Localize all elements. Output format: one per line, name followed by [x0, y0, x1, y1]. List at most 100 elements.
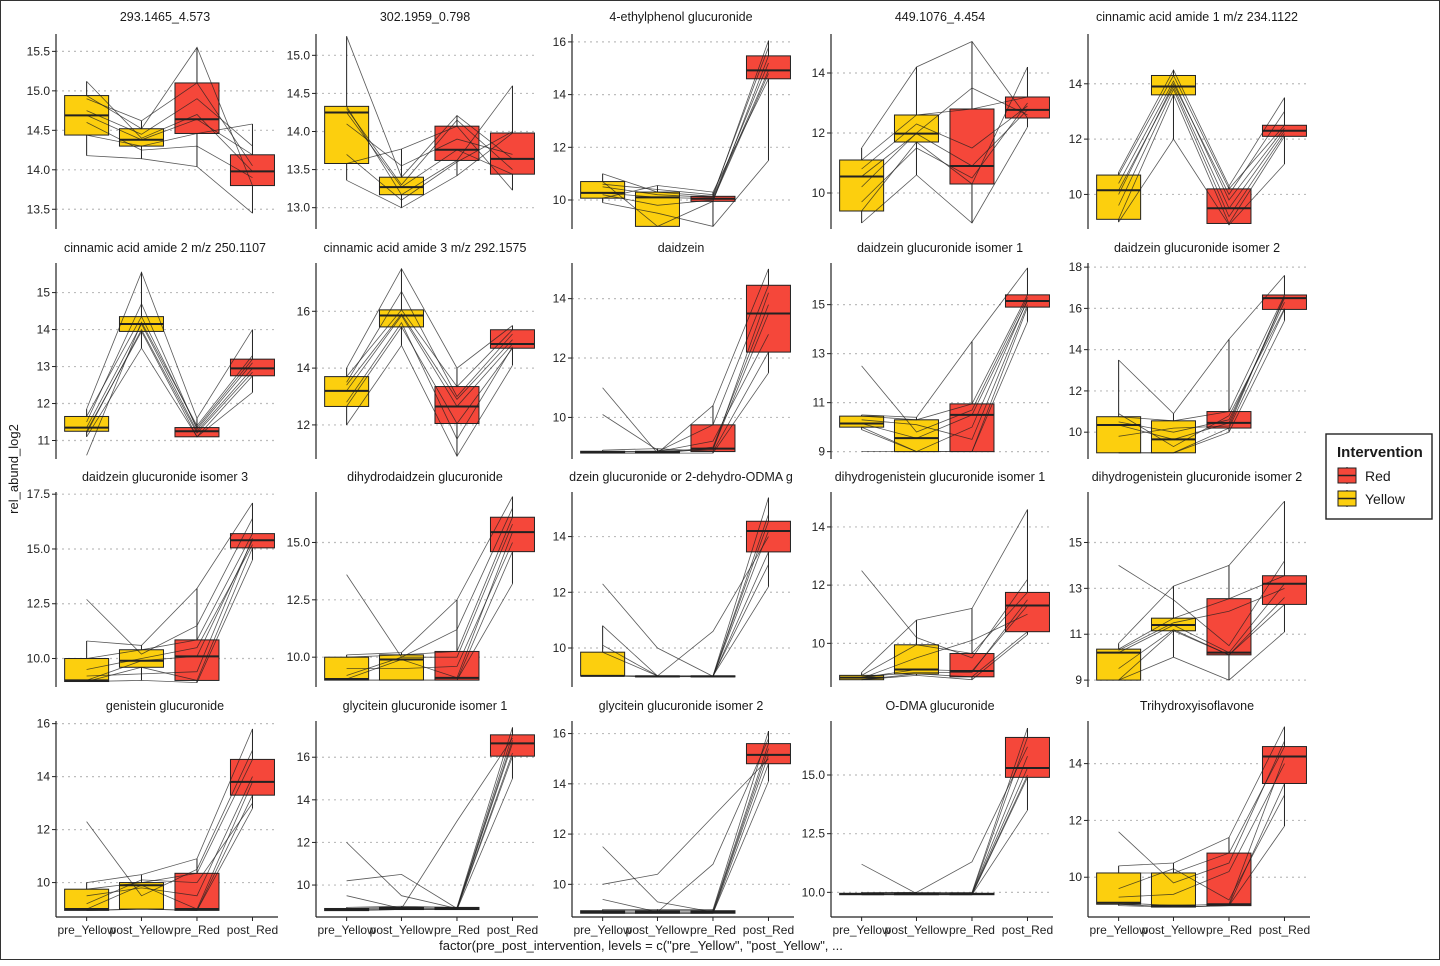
- y-tick-label: 14.5: [27, 123, 51, 137]
- subject-line: [861, 613, 1028, 679]
- facet-panel: 4-ethylphenol glucuronide 10 12 14 16: [553, 10, 794, 229]
- box: [1150, 420, 1196, 454]
- subject-line: [1118, 82, 1285, 196]
- subject-line: [1118, 597, 1285, 669]
- subject-line: [1118, 763, 1285, 898]
- y-tick-label: 13.5: [287, 163, 311, 177]
- box: [229, 154, 275, 187]
- subject-line: [346, 267, 513, 369]
- y-tick-label: 14: [553, 530, 567, 544]
- subject-line: [346, 132, 513, 209]
- subject-line: [602, 313, 769, 454]
- x-tick-label: pre_Yellow: [318, 923, 377, 937]
- y-tick-label: 15: [37, 286, 51, 300]
- facet-panel: glycitein glucuronide isomer 2 10 12 14 16 pr…: [553, 699, 795, 937]
- box: [1261, 746, 1307, 784]
- subject-line: [861, 605, 1028, 679]
- subject-line: [1118, 794, 1285, 901]
- box: [1206, 598, 1252, 656]
- subject-line: [346, 507, 513, 658]
- subject-line: [346, 326, 513, 425]
- subject-line: [86, 123, 253, 147]
- subject-line: [86, 155, 253, 214]
- y-tick-label: 13.0: [287, 201, 311, 215]
- y-tick-label: 16: [1069, 301, 1083, 315]
- subject-line: [861, 746, 1028, 894]
- x-tick-label: post_Red: [227, 923, 278, 937]
- y-tick-label: 12: [1069, 132, 1083, 146]
- x-tick-label: post_Red: [743, 923, 794, 937]
- subject-line: [86, 533, 253, 659]
- subject-line: [602, 758, 769, 885]
- y-tick-label: 10.0: [802, 885, 826, 899]
- subject-line: [86, 315, 253, 429]
- subject-line: [861, 66, 1028, 212]
- subject-line: [602, 514, 769, 677]
- subject-line: [1118, 308, 1285, 448]
- subject-line: [861, 774, 1028, 895]
- subject-line: [602, 754, 769, 913]
- subject-line: [602, 73, 769, 206]
- subject-line: [861, 509, 1028, 673]
- box: [1004, 591, 1050, 633]
- subject-line: [86, 302, 253, 431]
- facet-panel: daidzein 10 12 14: [553, 241, 794, 459]
- x-tick-label: pre_Yellow: [1090, 923, 1149, 937]
- y-tick-label: 10.0: [287, 650, 311, 664]
- subject-line: [86, 802, 253, 905]
- x-tick-label: pre_Red: [434, 923, 480, 937]
- panel-title: O-DMA glucuronide: [885, 699, 994, 713]
- subject-line: [602, 748, 769, 913]
- subject-line: [861, 267, 1028, 418]
- subject-line: [1118, 294, 1285, 422]
- x-tick-label: post_Yellow: [110, 923, 174, 937]
- subject-line: [1118, 74, 1285, 190]
- panel-title: daidzein glucuronide isomer 1: [857, 241, 1023, 255]
- subject-line: [1118, 583, 1285, 654]
- facet-panel: dihydrogenistein glucuronide isomer 2 9 11…: [1069, 470, 1310, 687]
- box: [174, 639, 220, 681]
- x-tick-label: post_Yellow: [626, 923, 690, 937]
- y-tick-label: 10: [37, 876, 51, 890]
- subject-line: [1118, 88, 1285, 218]
- facet-panel: daidzein glucuronide isomer 2 10 12 14 16 18: [1069, 241, 1310, 459]
- facet-panel: 302.1959_0.798 13.0 13.5 14.0 14.5 15.0: [287, 10, 538, 229]
- panel-title: cinnamic acid amide 3 m/z 292.1575: [324, 241, 527, 255]
- subject-line: [1118, 726, 1285, 867]
- y-tick-label: 14: [1069, 77, 1083, 91]
- y-tick-label: 10: [812, 636, 826, 650]
- subject-line: [346, 523, 513, 676]
- subject-line: [861, 102, 1028, 203]
- subject-line: [86, 547, 253, 682]
- subject-line: [861, 40, 1028, 149]
- legend: Intervention Red Yellow: [1325, 433, 1433, 520]
- box: [839, 415, 885, 428]
- y-tick-label: 12: [812, 126, 826, 140]
- y-tick-label: 12: [812, 578, 826, 592]
- facet-panel: daidzein glucuronide isomer 3 10.0 12.5 15.…: [27, 470, 278, 687]
- subject-line: [602, 738, 769, 913]
- y-tick-label: 15.0: [27, 542, 51, 556]
- subject-line: [346, 313, 513, 400]
- subject-line: [346, 517, 513, 658]
- subject-line: [346, 756, 513, 911]
- subject-line: [602, 292, 769, 451]
- box: [949, 403, 995, 453]
- subject-line: [602, 781, 769, 914]
- subject-line: [861, 321, 1028, 453]
- box: [489, 132, 535, 175]
- facet-panel: cinnamic acid amide 2 m/z 250.1107 11 12 13…: [37, 241, 278, 459]
- subject-line: [86, 559, 253, 684]
- panel-title: dihydrogenistein glucuronide isomer 1: [835, 470, 1046, 484]
- subject-line: [86, 537, 253, 677]
- subject-line: [346, 131, 513, 201]
- y-tick-label: 13.5: [27, 202, 51, 216]
- box: [64, 658, 110, 683]
- subject-line: [86, 321, 253, 456]
- facet-panel: dzein glucuronide or 2-dehydro-ODMA g 10 1…: [553, 470, 794, 687]
- subject-line: [861, 767, 1028, 895]
- subject-line: [1118, 302, 1285, 433]
- facet-panel: daidzein glucuronide isomer 1 9 11 13 15: [812, 241, 1053, 459]
- subject-line: [86, 544, 253, 670]
- subject-line: [86, 82, 253, 167]
